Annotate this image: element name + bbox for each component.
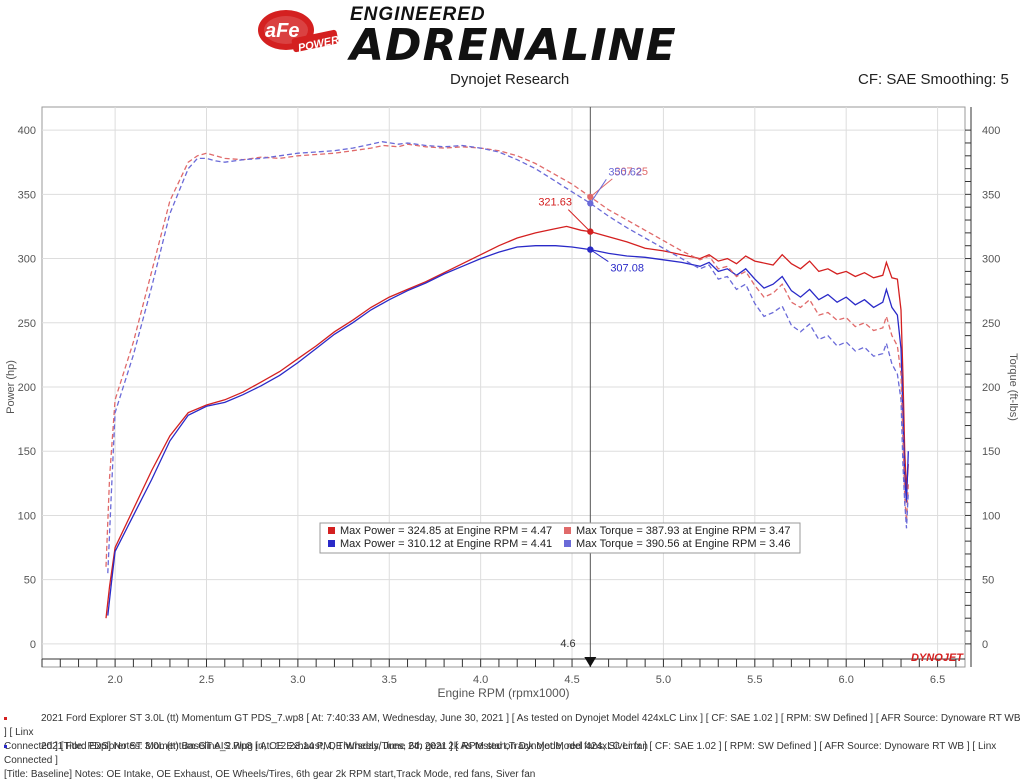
x-tick-label: 4.5 (564, 674, 579, 686)
legend-swatch (328, 527, 335, 534)
annotation-value: 350.62 (608, 166, 642, 178)
brand-name: aFe (265, 20, 299, 42)
legend-entry: Max Power = 324.85 at Engine RPM = 4.47 (340, 525, 552, 537)
legend-entry: Max Power = 310.12 at Engine RPM = 4.41 (340, 538, 552, 550)
legend-swatch (328, 540, 335, 547)
legend-entry: Max Torque = 387.93 at Engine RPM = 3.47 (576, 525, 790, 537)
y-tick-label-right: 50 (982, 575, 994, 587)
annotation-value: 367.25 (614, 166, 648, 178)
annotation-arrow-icon (587, 228, 594, 235)
annotation-leader (589, 179, 607, 204)
annotation-leader (567, 209, 591, 232)
dyno-header: aFe POWER ENGINEERED ADRENALINE Dynojet … (0, 0, 1024, 100)
series-layer (105, 141, 909, 619)
x-tick-label: 5.5 (747, 674, 762, 686)
run-info-modified: 2021 Ford Explorer ST 3.0L (tt) Momentum… (4, 712, 1024, 754)
x-tick-label: 3.5 (382, 674, 397, 686)
run-info-baseline: 2021 Ford Explorer ST 3.0L (tt) Baseline… (4, 740, 1024, 782)
y-axis-title-left: Power (hp) (5, 360, 17, 414)
chart-subtitle: Dynojet Research (450, 71, 570, 88)
x-tick-label: 6.5 (930, 674, 945, 686)
cursor-label: 4.6 (560, 638, 575, 650)
y-tick-label-left: 350 (18, 189, 36, 201)
y-tick-label-left: 100 (18, 510, 36, 522)
series-line-power_base (107, 245, 909, 616)
y-tick-label-right: 150 (982, 446, 1000, 458)
afe-power-logo: aFe POWER (258, 10, 340, 55)
annotation-leader (590, 178, 613, 198)
y-tick-label-left: 150 (18, 446, 36, 458)
annotation-arrow-icon (587, 200, 594, 207)
grid-layer (41, 106, 966, 668)
dynojet-watermark: DYNOJET (911, 652, 964, 664)
y-tick-label-left: 300 (18, 254, 36, 266)
y-tick-label-left: 400 (18, 125, 36, 137)
run-color-marker (4, 716, 7, 720)
y-tick-label-left: 0 (30, 639, 36, 651)
annotation-arrow-icon (587, 246, 594, 253)
legend-box (319, 522, 801, 554)
y-tick-label-right: 250 (982, 318, 1000, 330)
series-line-power_mod (105, 225, 909, 619)
x-tick-label: 3.0 (290, 674, 305, 686)
legend-swatch (564, 527, 571, 534)
annotation-arrow-icon (587, 193, 594, 201)
y-tick-label-right: 350 (982, 189, 1000, 201)
y-tick-label-left: 200 (18, 382, 36, 394)
x-axis-title: Engine RPM (rpmx1000) (437, 686, 569, 700)
run-info-line2: Connected ] [Title: PDS] Notes: Momentum… (4, 741, 648, 752)
series-line-torque_mod (105, 143, 909, 567)
y-axis-title-right: Torque (ft-lbs) (1007, 353, 1019, 421)
annotation-value: 307.08 (610, 263, 644, 275)
y-tick-label-left: 50 (24, 575, 36, 587)
x-tick-label: 6.0 (839, 674, 854, 686)
legend-entry: Max Torque = 390.56 at Engine RPM = 3.46 (576, 538, 790, 550)
adrenaline-text: ADRENALINE (350, 20, 677, 71)
run-color-marker (4, 744, 7, 748)
annotation-value: 321.63 (538, 197, 572, 209)
legend-swatch (564, 540, 571, 547)
axis-layer: 0 0 50 50 100 100 150 150 200 200 250 250 300 300 350 3… (5, 107, 1019, 700)
annotation-leader (590, 249, 609, 262)
series-line-torque_base (107, 141, 909, 574)
legend: Max Power = 324.85 at Engine RPM = 4.47 M… (319, 522, 801, 554)
run-info-line2: [Title: Baseline] Notes: OE Intake, OE E… (4, 769, 536, 780)
y-tick-label-right: 100 (982, 510, 1000, 522)
cursor-marker-icon (584, 657, 597, 667)
engineered-text: ENGINEERED (350, 4, 486, 25)
y-tick-label-right: 300 (982, 254, 1000, 266)
x-tick-label: 4.0 (473, 674, 488, 686)
y-tick-label-right: 400 (982, 125, 1000, 137)
dyno-chart: 0 0 50 50 100 100 150 150 200 200 250 250 300 300 350 3… (5, 106, 1019, 700)
cf-smoothing-label: CF: SAE Smoothing: 5 (858, 71, 1009, 88)
y-tick-label-right: 200 (982, 382, 1000, 394)
run-info-line1: 2021 Ford Explorer ST 3.0L (tt) Momentum… (4, 713, 1021, 738)
x-tick-label: 2.5 (199, 674, 214, 686)
run-info-line1: 2021 Ford Explorer ST 3.0L (tt) Baseline… (4, 741, 997, 766)
x-tick-label: 2.0 (107, 674, 122, 686)
x-tick-label: 5.0 (656, 674, 671, 686)
y-tick-label-left: 250 (18, 318, 36, 330)
y-tick-label-right: 0 (982, 639, 988, 651)
